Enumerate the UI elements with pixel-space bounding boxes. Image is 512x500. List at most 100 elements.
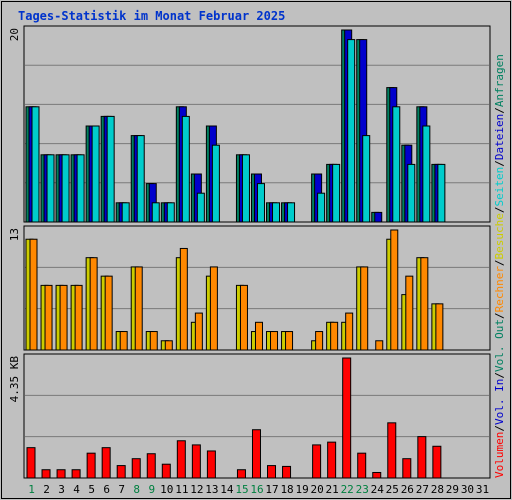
day-label: 19: [295, 483, 308, 496]
kbytes-bar: [372, 471, 382, 479]
kbytes-bar: [342, 357, 352, 479]
pages-bar: [46, 154, 55, 223]
kbytes-bar: [86, 452, 96, 479]
day-label: 30: [461, 483, 474, 496]
pages-bar: [362, 135, 371, 223]
day-label: 12: [190, 483, 203, 496]
sites-bar: [270, 331, 279, 351]
kbytes-bar: [116, 465, 126, 479]
day-label: 25: [386, 483, 399, 496]
day-label: 26: [401, 483, 414, 496]
day-label: 18: [280, 483, 293, 496]
day-label: 16: [250, 483, 263, 496]
day-label: 29: [446, 483, 459, 496]
sites-bar: [315, 331, 324, 351]
day-label: 1: [28, 483, 35, 496]
sites-bar: [44, 284, 53, 351]
day-label: 2: [43, 483, 50, 496]
legend-item: /: [493, 259, 506, 266]
day-label: 9: [148, 483, 155, 496]
sites-bar: [74, 284, 83, 351]
sites-bar: [119, 331, 128, 351]
day-label: 11: [175, 483, 188, 496]
sites-bar: [194, 312, 203, 351]
pages-bar: [136, 135, 145, 223]
kbytes-bar: [26, 447, 36, 479]
day-label: 13: [205, 483, 218, 496]
y-axis-max-label: 20: [8, 28, 21, 41]
pages-bar: [407, 163, 416, 223]
pages-bar: [272, 202, 281, 223]
kbytes-bar: [101, 447, 111, 479]
day-label: 4: [73, 483, 80, 496]
pages-bar: [211, 144, 220, 223]
sites-bar: [164, 340, 173, 351]
day-label: 15: [235, 483, 248, 496]
pages-bar: [151, 202, 160, 223]
day-label: 14: [220, 483, 234, 496]
panel-visits-sites: 13: [8, 225, 491, 351]
day-label: 23: [356, 483, 369, 496]
sites-bar: [435, 303, 444, 351]
kbytes-bar: [191, 444, 201, 479]
kbytes-bar: [417, 436, 427, 479]
sites-bar: [209, 266, 218, 351]
day-label: 20: [311, 483, 324, 496]
chart-panels: 20 13 4.35 KB: [8, 25, 491, 479]
day-label: 17: [265, 483, 278, 496]
kbytes-bar: [236, 469, 246, 479]
legend-item: Vol. Out: [493, 319, 506, 372]
sites-bar: [330, 321, 339, 351]
kbytes-bar: [146, 453, 156, 479]
pages-bar: [422, 125, 431, 223]
legend-text: Volumen/Vol. In/Vol. Out/Rechner/Besuche…: [493, 54, 506, 478]
pages-bar: [287, 202, 296, 223]
pages-bar: [181, 115, 190, 223]
pages-bar: [196, 192, 205, 223]
pages-bar: [106, 115, 115, 223]
legend-item: /: [493, 160, 506, 167]
legend-item: Dateien: [493, 114, 506, 160]
kbytes-bar: [176, 440, 186, 479]
day-label: 21: [326, 483, 339, 496]
sites-bar: [89, 257, 98, 351]
sites-bar: [345, 312, 354, 351]
sites-bar: [254, 321, 263, 351]
pages-bar: [256, 183, 265, 223]
pages-bar: [61, 154, 70, 223]
legend-item: Seiten: [493, 167, 506, 207]
x-axis-day-labels: 1 2 3 4 5 6 7 8 9 10 11 12 13 14 15 16 17 18 19 20 21 22 23 24 2…: [28, 483, 489, 496]
kbytes-bar: [131, 458, 141, 479]
pages-bar: [347, 39, 356, 223]
legend-item: /: [493, 425, 506, 432]
day-label: 3: [58, 483, 65, 496]
kbytes-bar: [251, 429, 261, 479]
sites-bar: [29, 238, 38, 351]
y-axis-max-label: 4.35 KB: [8, 356, 21, 403]
legend-item: Vol. In: [493, 379, 506, 425]
kbytes-bar: [282, 465, 292, 479]
files-bar: [374, 211, 383, 223]
day-label: 8: [133, 483, 140, 496]
kbytes-bar: [432, 445, 442, 479]
sites-bar: [405, 275, 414, 351]
sites-bar: [179, 247, 188, 351]
sites-bar: [59, 284, 68, 351]
sites-bar: [390, 229, 399, 351]
sites-bar: [360, 266, 369, 351]
pages-bar: [392, 106, 401, 223]
pages-bar: [31, 106, 40, 223]
legend-item: Rechner: [493, 266, 506, 313]
kbytes-bar: [357, 452, 367, 479]
kbytes-bar: [161, 463, 171, 479]
y-axis-max-label: 13: [8, 228, 21, 241]
legend-item: /: [493, 206, 506, 213]
pages-bar: [121, 202, 130, 223]
kbytes-bar: [56, 469, 66, 479]
legend-item: /: [493, 372, 506, 379]
pages-bar: [166, 202, 175, 223]
kbytes-bar: [71, 469, 81, 479]
